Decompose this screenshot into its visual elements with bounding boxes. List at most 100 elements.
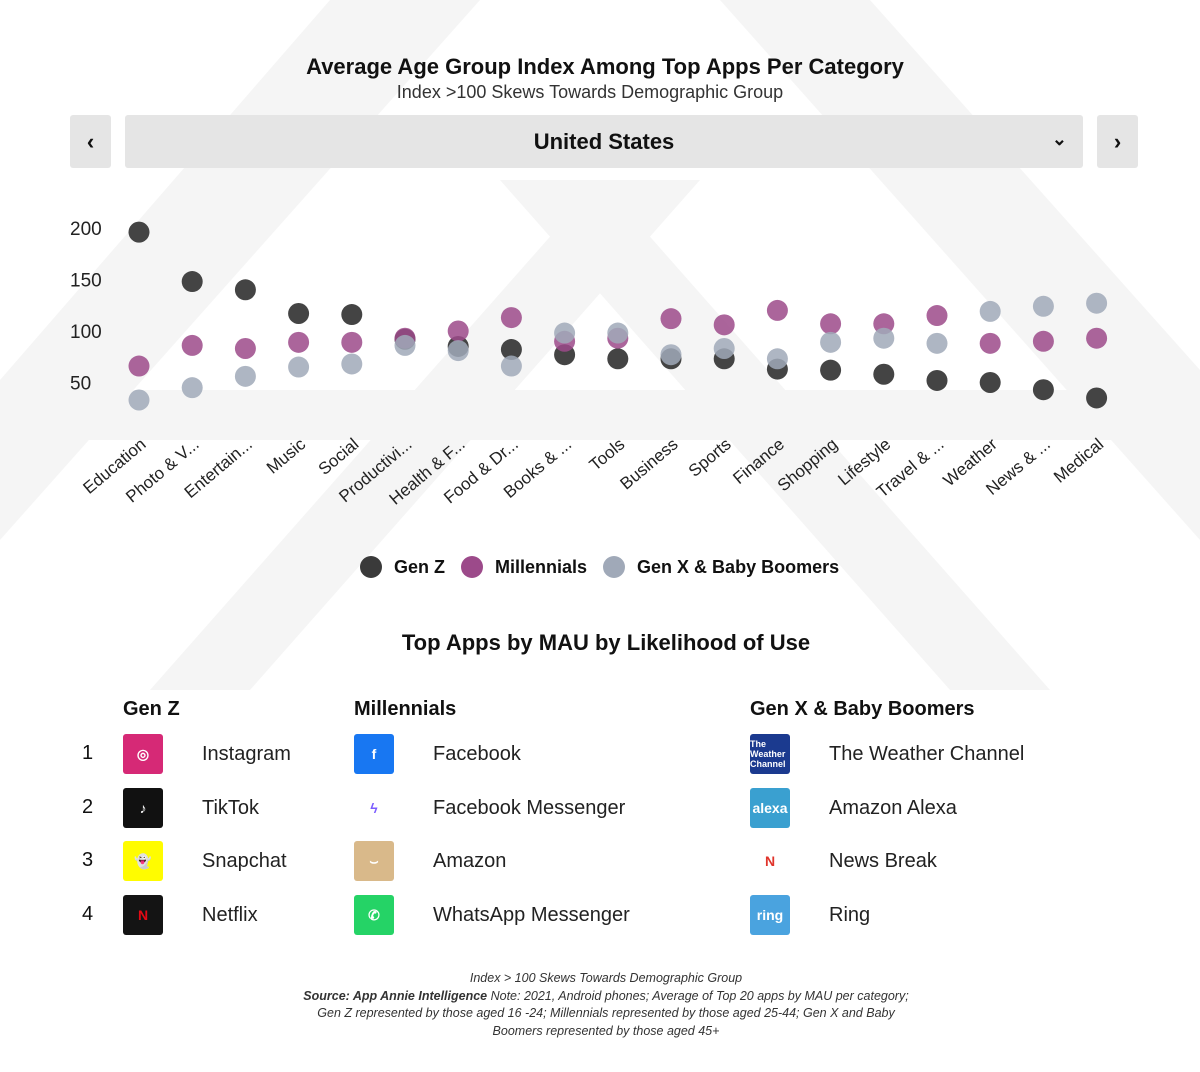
data-point-gen-x-baby-boomers[interactable] bbox=[820, 331, 842, 353]
data-point-millennials[interactable] bbox=[926, 305, 948, 327]
news-break-icon: N bbox=[750, 841, 790, 881]
data-point-millennials[interactable] bbox=[873, 313, 895, 335]
legend-label: Gen Z bbox=[394, 556, 446, 577]
app-list-item[interactable]: ring Ring bbox=[750, 895, 870, 935]
app-name: Netflix bbox=[202, 903, 258, 926]
data-point-gen-x-baby-boomers[interactable] bbox=[1086, 292, 1108, 314]
data-point-millennials[interactable] bbox=[1086, 327, 1108, 349]
app-list-item[interactable]: ✆ WhatsApp Messenger bbox=[354, 895, 630, 935]
app-name: Amazon Alexa bbox=[829, 796, 957, 819]
data-point-gen-x-baby-boomers[interactable] bbox=[394, 334, 416, 356]
data-point-millennials[interactable] bbox=[713, 314, 735, 336]
app-name: WhatsApp Messenger bbox=[433, 903, 630, 926]
column-heading: Gen Z bbox=[123, 698, 180, 720]
app-list-item[interactable]: ◎ Instagram bbox=[123, 734, 291, 774]
legend-swatch-millennials bbox=[461, 556, 484, 578]
app-list-item[interactable]: N News Break bbox=[750, 841, 937, 881]
data-point-gen-z[interactable] bbox=[820, 359, 842, 381]
tiktok-icon: ♪ bbox=[123, 788, 163, 828]
data-point-millennials[interactable] bbox=[500, 307, 522, 329]
data-point-gen-z[interactable] bbox=[873, 363, 895, 385]
data-point-gen-x-baby-boomers[interactable] bbox=[447, 340, 469, 362]
data-point-gen-x-baby-boomers[interactable] bbox=[181, 377, 203, 399]
data-point-gen-z[interactable] bbox=[1086, 387, 1108, 409]
messenger-icon: ϟ bbox=[354, 788, 394, 828]
data-point-gen-x-baby-boomers[interactable] bbox=[234, 365, 256, 387]
app-list-item[interactable]: f Facebook bbox=[354, 734, 521, 774]
data-point-gen-x-baby-boomers[interactable] bbox=[607, 322, 629, 344]
data-point-millennials[interactable] bbox=[979, 332, 1001, 354]
app-list-item[interactable]: ♪ TikTok bbox=[123, 788, 259, 828]
x-tick-label: Medical bbox=[1050, 435, 1107, 487]
data-point-millennials[interactable] bbox=[447, 320, 469, 342]
facebook-icon: f bbox=[354, 734, 394, 774]
data-point-gen-z[interactable] bbox=[181, 271, 203, 293]
data-point-millennials[interactable] bbox=[766, 299, 788, 321]
app-name: Amazon bbox=[433, 849, 507, 872]
footnote-note: Note: 2021, Android phones; Average of T… bbox=[317, 988, 909, 1038]
data-point-gen-z[interactable] bbox=[926, 369, 948, 391]
app-list-item[interactable]: 👻 Snapchat bbox=[123, 841, 287, 881]
x-tick-label: Sports bbox=[685, 435, 735, 481]
app-list-item[interactable]: alexa Amazon Alexa bbox=[750, 788, 957, 828]
data-point-millennials[interactable] bbox=[234, 338, 256, 360]
data-point-gen-x-baby-boomers[interactable] bbox=[713, 338, 735, 360]
data-point-millennials[interactable] bbox=[181, 334, 203, 356]
app-list-item[interactable]: The Weather Channel The Weather Channel bbox=[750, 734, 1024, 774]
data-point-millennials[interactable] bbox=[128, 355, 150, 377]
legend-label: Gen X & Baby Boomers bbox=[637, 556, 840, 577]
data-point-millennials[interactable] bbox=[1032, 330, 1054, 352]
country-select-value: United States bbox=[533, 128, 675, 154]
app-list-item[interactable]: ϟ Facebook Messenger bbox=[354, 788, 625, 828]
snapchat-icon: 👻 bbox=[123, 841, 163, 881]
y-tick-label: 200 bbox=[70, 219, 102, 240]
data-point-gen-x-baby-boomers[interactable] bbox=[873, 327, 895, 349]
data-point-gen-x-baby-boomers[interactable] bbox=[979, 300, 1001, 322]
app-list-item[interactable]: ⌣ Amazon bbox=[354, 841, 506, 881]
y-tick-label: 150 bbox=[70, 271, 102, 292]
x-tick-label: Social bbox=[315, 435, 363, 479]
data-point-gen-z[interactable] bbox=[341, 304, 363, 326]
data-point-gen-x-baby-boomers[interactable] bbox=[128, 389, 150, 411]
app-list-item[interactable]: N Netflix bbox=[123, 895, 258, 935]
previous-button[interactable]: ‹ bbox=[70, 115, 111, 168]
data-point-gen-x-baby-boomers[interactable] bbox=[766, 348, 788, 370]
chart-title: Average Age Group Index Among Top Apps P… bbox=[306, 54, 904, 79]
amazon-icon: ⌣ bbox=[354, 841, 394, 881]
data-point-gen-z[interactable] bbox=[234, 279, 256, 301]
app-name: News Break bbox=[829, 849, 937, 872]
data-point-millennials[interactable] bbox=[820, 313, 842, 335]
data-point-gen-x-baby-boomers[interactable] bbox=[660, 344, 682, 366]
weather-channel-icon: The Weather Channel bbox=[750, 734, 790, 774]
data-point-gen-x-baby-boomers[interactable] bbox=[288, 356, 310, 378]
data-point-gen-z[interactable] bbox=[128, 221, 150, 243]
country-select[interactable]: United States ⌄ bbox=[125, 115, 1083, 168]
netflix-icon: N bbox=[123, 895, 163, 935]
chevron-left-icon: ‹ bbox=[86, 128, 95, 154]
chart-subtitle: Index >100 Skews Towards Demographic Gro… bbox=[396, 82, 784, 102]
data-point-gen-x-baby-boomers[interactable] bbox=[500, 355, 522, 377]
data-point-gen-z[interactable] bbox=[1032, 379, 1054, 401]
app-name: Snapchat bbox=[202, 849, 287, 872]
next-button[interactable]: › bbox=[1097, 115, 1138, 168]
data-point-gen-x-baby-boomers[interactable] bbox=[341, 353, 363, 375]
data-point-gen-z[interactable] bbox=[607, 348, 629, 370]
data-point-gen-z[interactable] bbox=[979, 372, 1001, 393]
data-point-gen-z[interactable] bbox=[288, 302, 310, 324]
data-point-millennials[interactable] bbox=[660, 308, 682, 330]
app-name: Ring bbox=[829, 903, 871, 926]
data-point-gen-z[interactable] bbox=[500, 339, 522, 361]
data-point-gen-x-baby-boomers[interactable] bbox=[554, 322, 576, 344]
data-point-millennials[interactable] bbox=[341, 331, 363, 353]
legend-swatch-gen-x bbox=[603, 556, 626, 578]
data-point-gen-x-baby-boomers[interactable] bbox=[1032, 295, 1054, 317]
app-name: The Weather Channel bbox=[829, 742, 1025, 765]
data-point-gen-x-baby-boomers[interactable] bbox=[926, 332, 948, 354]
column-heading: Gen X & Baby Boomers bbox=[750, 698, 975, 720]
data-point-millennials[interactable] bbox=[288, 331, 310, 353]
chevron-down-icon: ⌄ bbox=[1051, 129, 1067, 149]
legend-label: Millennials bbox=[495, 556, 588, 577]
x-tick-label: Tools bbox=[586, 435, 629, 475]
